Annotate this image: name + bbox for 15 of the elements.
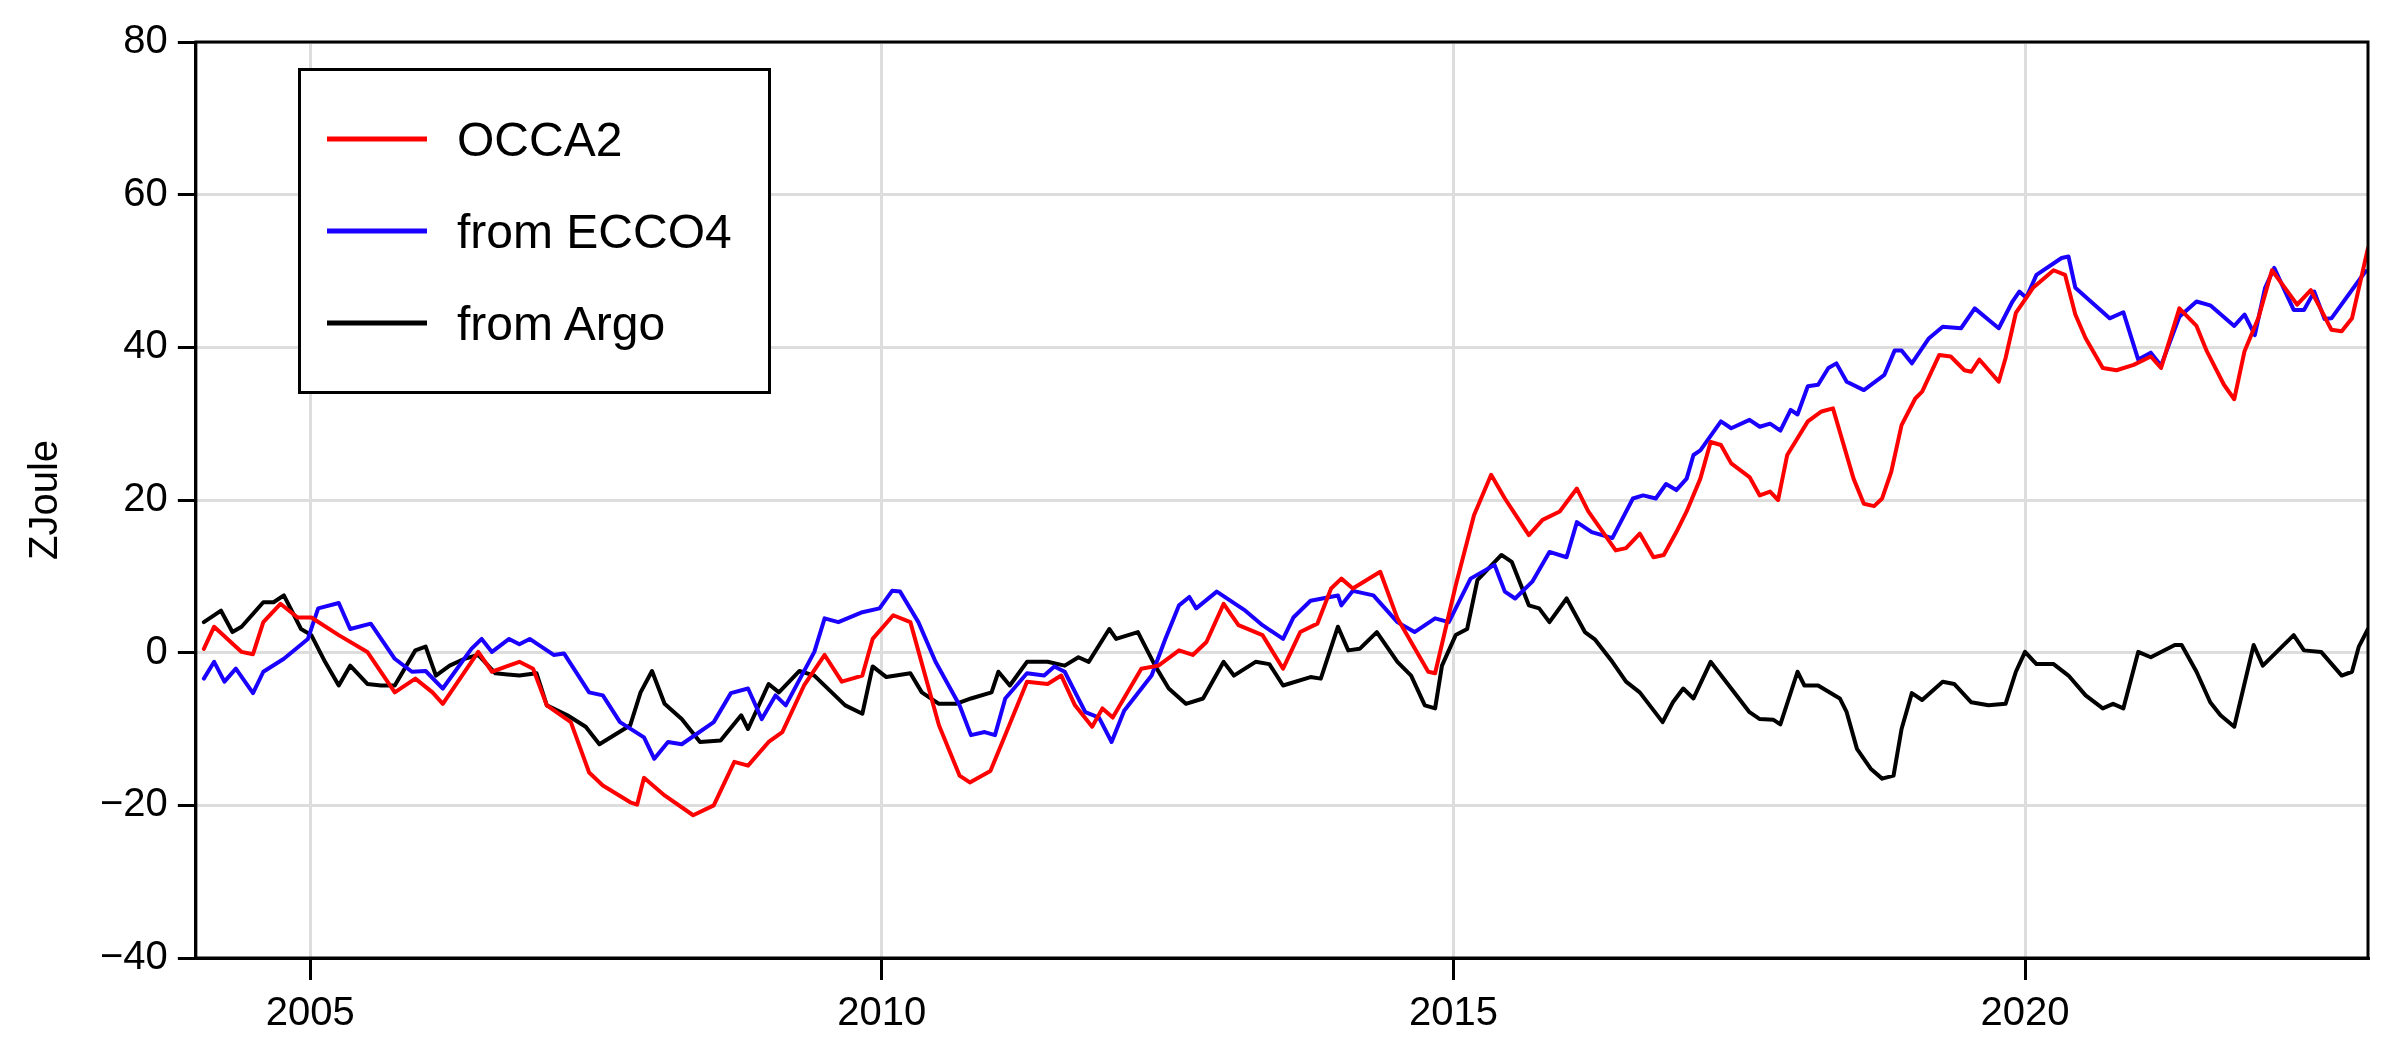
x-tick-label: 2020 bbox=[1980, 989, 2070, 1034]
y-tick-label: −20 bbox=[99, 780, 168, 825]
y-tick-label: 80 bbox=[123, 17, 168, 62]
legend-label: OCCA2 bbox=[457, 111, 623, 167]
y-tick-label: 0 bbox=[145, 627, 168, 672]
y-tick-label: 40 bbox=[123, 322, 168, 367]
legend-label: from Argo bbox=[457, 295, 666, 351]
x-tick-label: 2015 bbox=[1408, 989, 1498, 1034]
legend-label: from ECCO4 bbox=[457, 203, 732, 259]
y-tick-label: −40 bbox=[99, 933, 168, 978]
y-tick-label: 60 bbox=[123, 169, 168, 214]
y-tick-label: 20 bbox=[123, 475, 168, 520]
x-tick-label: 2005 bbox=[265, 989, 355, 1034]
y-axis-title: ZJoule bbox=[21, 439, 66, 561]
x-tick-label: 2010 bbox=[837, 989, 927, 1034]
